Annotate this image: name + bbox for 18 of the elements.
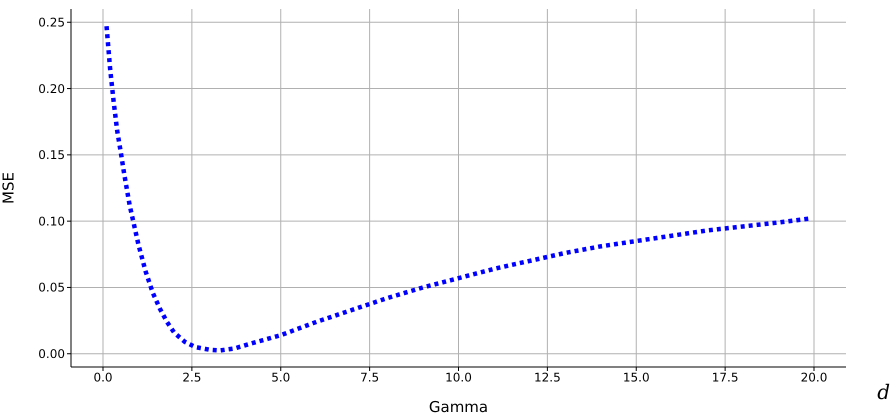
x-tick-label: 5.0	[271, 370, 290, 385]
x-tick-label: 7.5	[360, 370, 380, 385]
y-tick-label: 0.15	[38, 148, 65, 162]
x-tick-label: 0.0	[93, 370, 113, 385]
y-tick-label: 0.00	[38, 347, 65, 361]
y-tick-label: 0.10	[38, 214, 65, 228]
y-tick-label: 0.05	[38, 280, 65, 295]
x-tick-label: 20.0	[800, 370, 828, 385]
x-tick-label: 10.0	[445, 370, 472, 385]
y-axis-title: MSE	[0, 172, 18, 204]
x-tick-label: 2.5	[182, 370, 202, 385]
y-tick-label: 0.25	[38, 16, 65, 30]
text: d	[877, 380, 890, 404]
y-tick-label: 0.20	[38, 82, 65, 96]
x-tick-label: 15.0	[622, 370, 650, 385]
x-tick-label: 12.5	[534, 370, 561, 385]
x-axis-title: Gamma	[428, 398, 488, 414]
x-tick-label: 17.5	[712, 370, 738, 385]
